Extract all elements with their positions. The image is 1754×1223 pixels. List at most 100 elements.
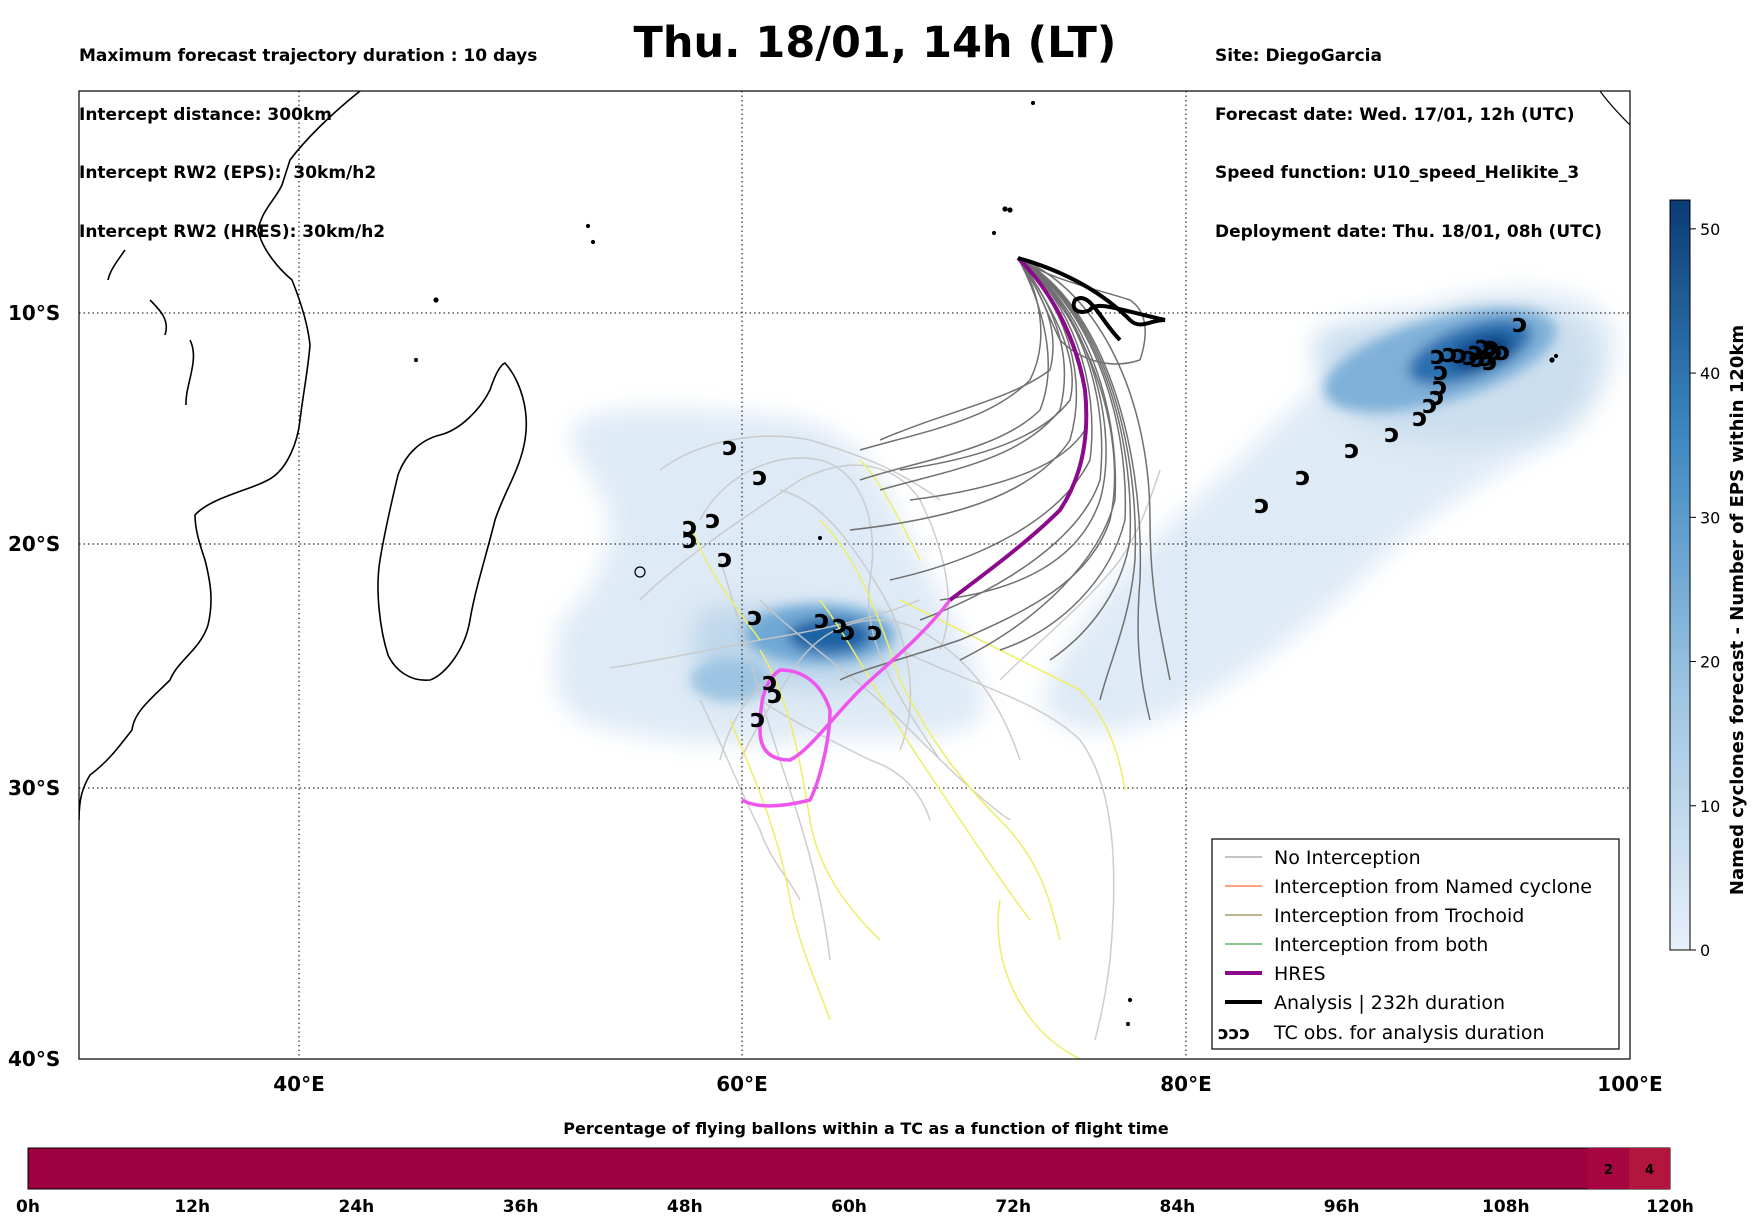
- flight-time-tick-label: 84h: [1160, 1197, 1196, 1217]
- header-duration: Maximum forecast trajectory duration : 1…: [79, 46, 538, 66]
- header-intercept-hres: Intercept RW2 (HRES): 30km/h2: [79, 221, 386, 242]
- header-speed-function: Speed function: U10_speed_Helikite_3: [1215, 163, 1580, 183]
- tc-observation-icon: ↄ: [1462, 342, 1477, 372]
- flight-time-bar: Percentage of flying ballons within a TC…: [16, 1119, 1694, 1217]
- tc-observation-icon: ↄ: [1482, 334, 1497, 364]
- hres-forecast-track: [741, 598, 952, 808]
- lon-label-80e: 80°E: [1160, 1072, 1212, 1096]
- tc-observation-icon: ↄ: [1429, 382, 1444, 412]
- tc-observation-icon: ↄ: [1442, 339, 1457, 369]
- header-forecast-date: Forecast date: Wed. 17/01, 12h (UTC): [1215, 104, 1575, 125]
- colorbar-tick-label: 10: [1700, 797, 1720, 816]
- legend-label: Analysis | 232h duration: [1274, 992, 1505, 1014]
- lat-axis-labels: 10°S 20°S 30°S 40°S: [8, 301, 60, 1071]
- tc-observation-icon: ↄ: [682, 525, 697, 555]
- tc-observation-icon: ↄ: [1412, 403, 1427, 433]
- flight-time-bar-base: [27, 1147, 1671, 1190]
- flight-time-tick-label: 48h: [667, 1197, 703, 1217]
- flight-time-bar-ticks: 0h 12h 24h 36h 48h 60h 72h 84h 96h 108h 120h: [16, 1197, 1694, 1217]
- legend-item: No Interception: [1225, 847, 1421, 869]
- lon-axis-labels: 40°E 60°E 80°E 100°E: [273, 1072, 1662, 1096]
- flight-time-tick-label: 36h: [503, 1197, 539, 1217]
- tc-observation-icon: ↄ: [840, 617, 855, 647]
- page-title: Thu. 18/01, 14h (LT): [633, 18, 1117, 68]
- legend-label: Interception from Named cyclone: [1274, 876, 1592, 898]
- legend-item: HRES: [1225, 963, 1326, 985]
- tc-observation-icon: ↄ: [832, 610, 847, 640]
- eps-trajectories-yellow: [689, 459, 1126, 1059]
- legend-label: Interception from both: [1274, 934, 1488, 956]
- lon-label-60e: 60°E: [716, 1072, 768, 1096]
- legend-item: Analysis | 232h duration: [1225, 992, 1505, 1014]
- tc-observation-icon: ↄ: [1487, 337, 1502, 367]
- flight-time-tick-label: 12h: [174, 1197, 210, 1217]
- tc-observation-icon: ↄ: [814, 605, 829, 635]
- tc-observation-icon: ↄ: [1452, 340, 1467, 370]
- flight-time-cell-label: 4: [1645, 1163, 1654, 1178]
- header-right: Site: DiegoGarcia Forecast date: Wed. 17…: [1215, 8, 1602, 262]
- legend: No Interception Interception from Named c…: [1211, 838, 1620, 1050]
- tc-observation-icon: ↄ: [1470, 344, 1485, 374]
- header-deployment-date: Deployment date: Thu. 18/01, 08h (UTC): [1215, 221, 1602, 242]
- colorbar-tick-label: 20: [1700, 653, 1720, 672]
- legend-item: Interception from Trochoid: [1225, 905, 1524, 927]
- lon-label-100e: 100°E: [1597, 1072, 1662, 1096]
- header-intercept-distance: Intercept distance: 300km: [79, 104, 332, 125]
- legend-tc-symbol: ↄↄↄ: [1218, 1023, 1250, 1044]
- tc-observation-icon: ↄ: [1495, 337, 1510, 367]
- tc-observation-icon: ↄ: [1475, 331, 1490, 361]
- tc-observation-icon: ↄ: [747, 602, 762, 632]
- tc-observation-icon: ↄ: [1484, 332, 1499, 362]
- tc-observation-icon: ↄ: [867, 617, 882, 647]
- tc-observation-icon: ↄ: [682, 512, 697, 542]
- tc-observation-icon: ↄ: [752, 462, 767, 492]
- coastline-madagascar: [377, 362, 528, 681]
- flight-time-tick-label: 120h: [1646, 1197, 1694, 1217]
- eps-density-field: [555, 290, 1616, 744]
- header-left: Maximum forecast trajectory duration : 1…: [79, 8, 537, 262]
- tc-observation-icon: ↄ: [1432, 372, 1447, 402]
- flight-time-tick-label: 60h: [831, 1197, 867, 1217]
- header-intercept-eps: Intercept RW2 (EPS): 30km/h2: [79, 163, 377, 183]
- tc-observation-icon: ↄ: [705, 505, 720, 535]
- tc-observation-icon: ↄ: [722, 432, 737, 462]
- legend-tc-label: TC obs. for analysis duration: [1273, 1022, 1545, 1044]
- flight-time-tick-label: 24h: [339, 1197, 375, 1217]
- legend-label: HRES: [1274, 963, 1326, 985]
- tc-observation-icon: ↄ: [1512, 309, 1527, 339]
- lat-label-40s: 40°S: [8, 1047, 60, 1071]
- tc-observation-icon: ↄ: [1295, 462, 1310, 492]
- tc-observation-icon: ↄ: [1479, 343, 1494, 373]
- tc-observation-icon: ↄ: [1422, 390, 1437, 420]
- tc-observation-icon: ↄ: [1384, 419, 1399, 449]
- flight-time-cell: [1587, 1148, 1629, 1189]
- tc-observation-icon: ↄ: [762, 667, 777, 697]
- coastline-africa: [79, 91, 361, 821]
- colorbar-tick-label: 30: [1700, 508, 1720, 527]
- lat-label-30s: 30°S: [8, 776, 60, 800]
- colorbar-gradient: [1669, 199, 1691, 951]
- graticule: [79, 91, 1630, 1059]
- flight-time-cell: [1628, 1148, 1670, 1189]
- tc-observation-icon: ↄ: [1344, 435, 1359, 465]
- lat-label-10s: 10°S: [8, 301, 60, 325]
- flight-time-bar-title: Percentage of flying ballons within a TC…: [563, 1119, 1169, 1138]
- tc-observation-icon: ↄ: [1482, 347, 1497, 377]
- flight-time-cell-label: 2: [1604, 1163, 1613, 1178]
- legend-label: No Interception: [1274, 847, 1421, 869]
- legend-item: Interception from Named cyclone: [1225, 876, 1592, 898]
- tc-observation-icon: ↄ: [767, 680, 782, 710]
- coastline-islands: [413, 91, 1630, 1027]
- flight-time-tick-label: 96h: [1324, 1197, 1360, 1217]
- tc-observation-icon: ↄ: [1468, 337, 1483, 367]
- lat-label-20s: 20°S: [8, 532, 60, 556]
- hres-track: [948, 256, 1089, 602]
- flight-time-tick-label: 72h: [995, 1197, 1031, 1217]
- tc-observation-icon: ↄ: [1254, 490, 1269, 520]
- colorbar-tick-label: 50: [1700, 220, 1720, 239]
- colorbar: 0 10 20 30 40 50 Named cyclones forecast - Nu…: [1669, 199, 1748, 960]
- map-frame: [78, 90, 1631, 1060]
